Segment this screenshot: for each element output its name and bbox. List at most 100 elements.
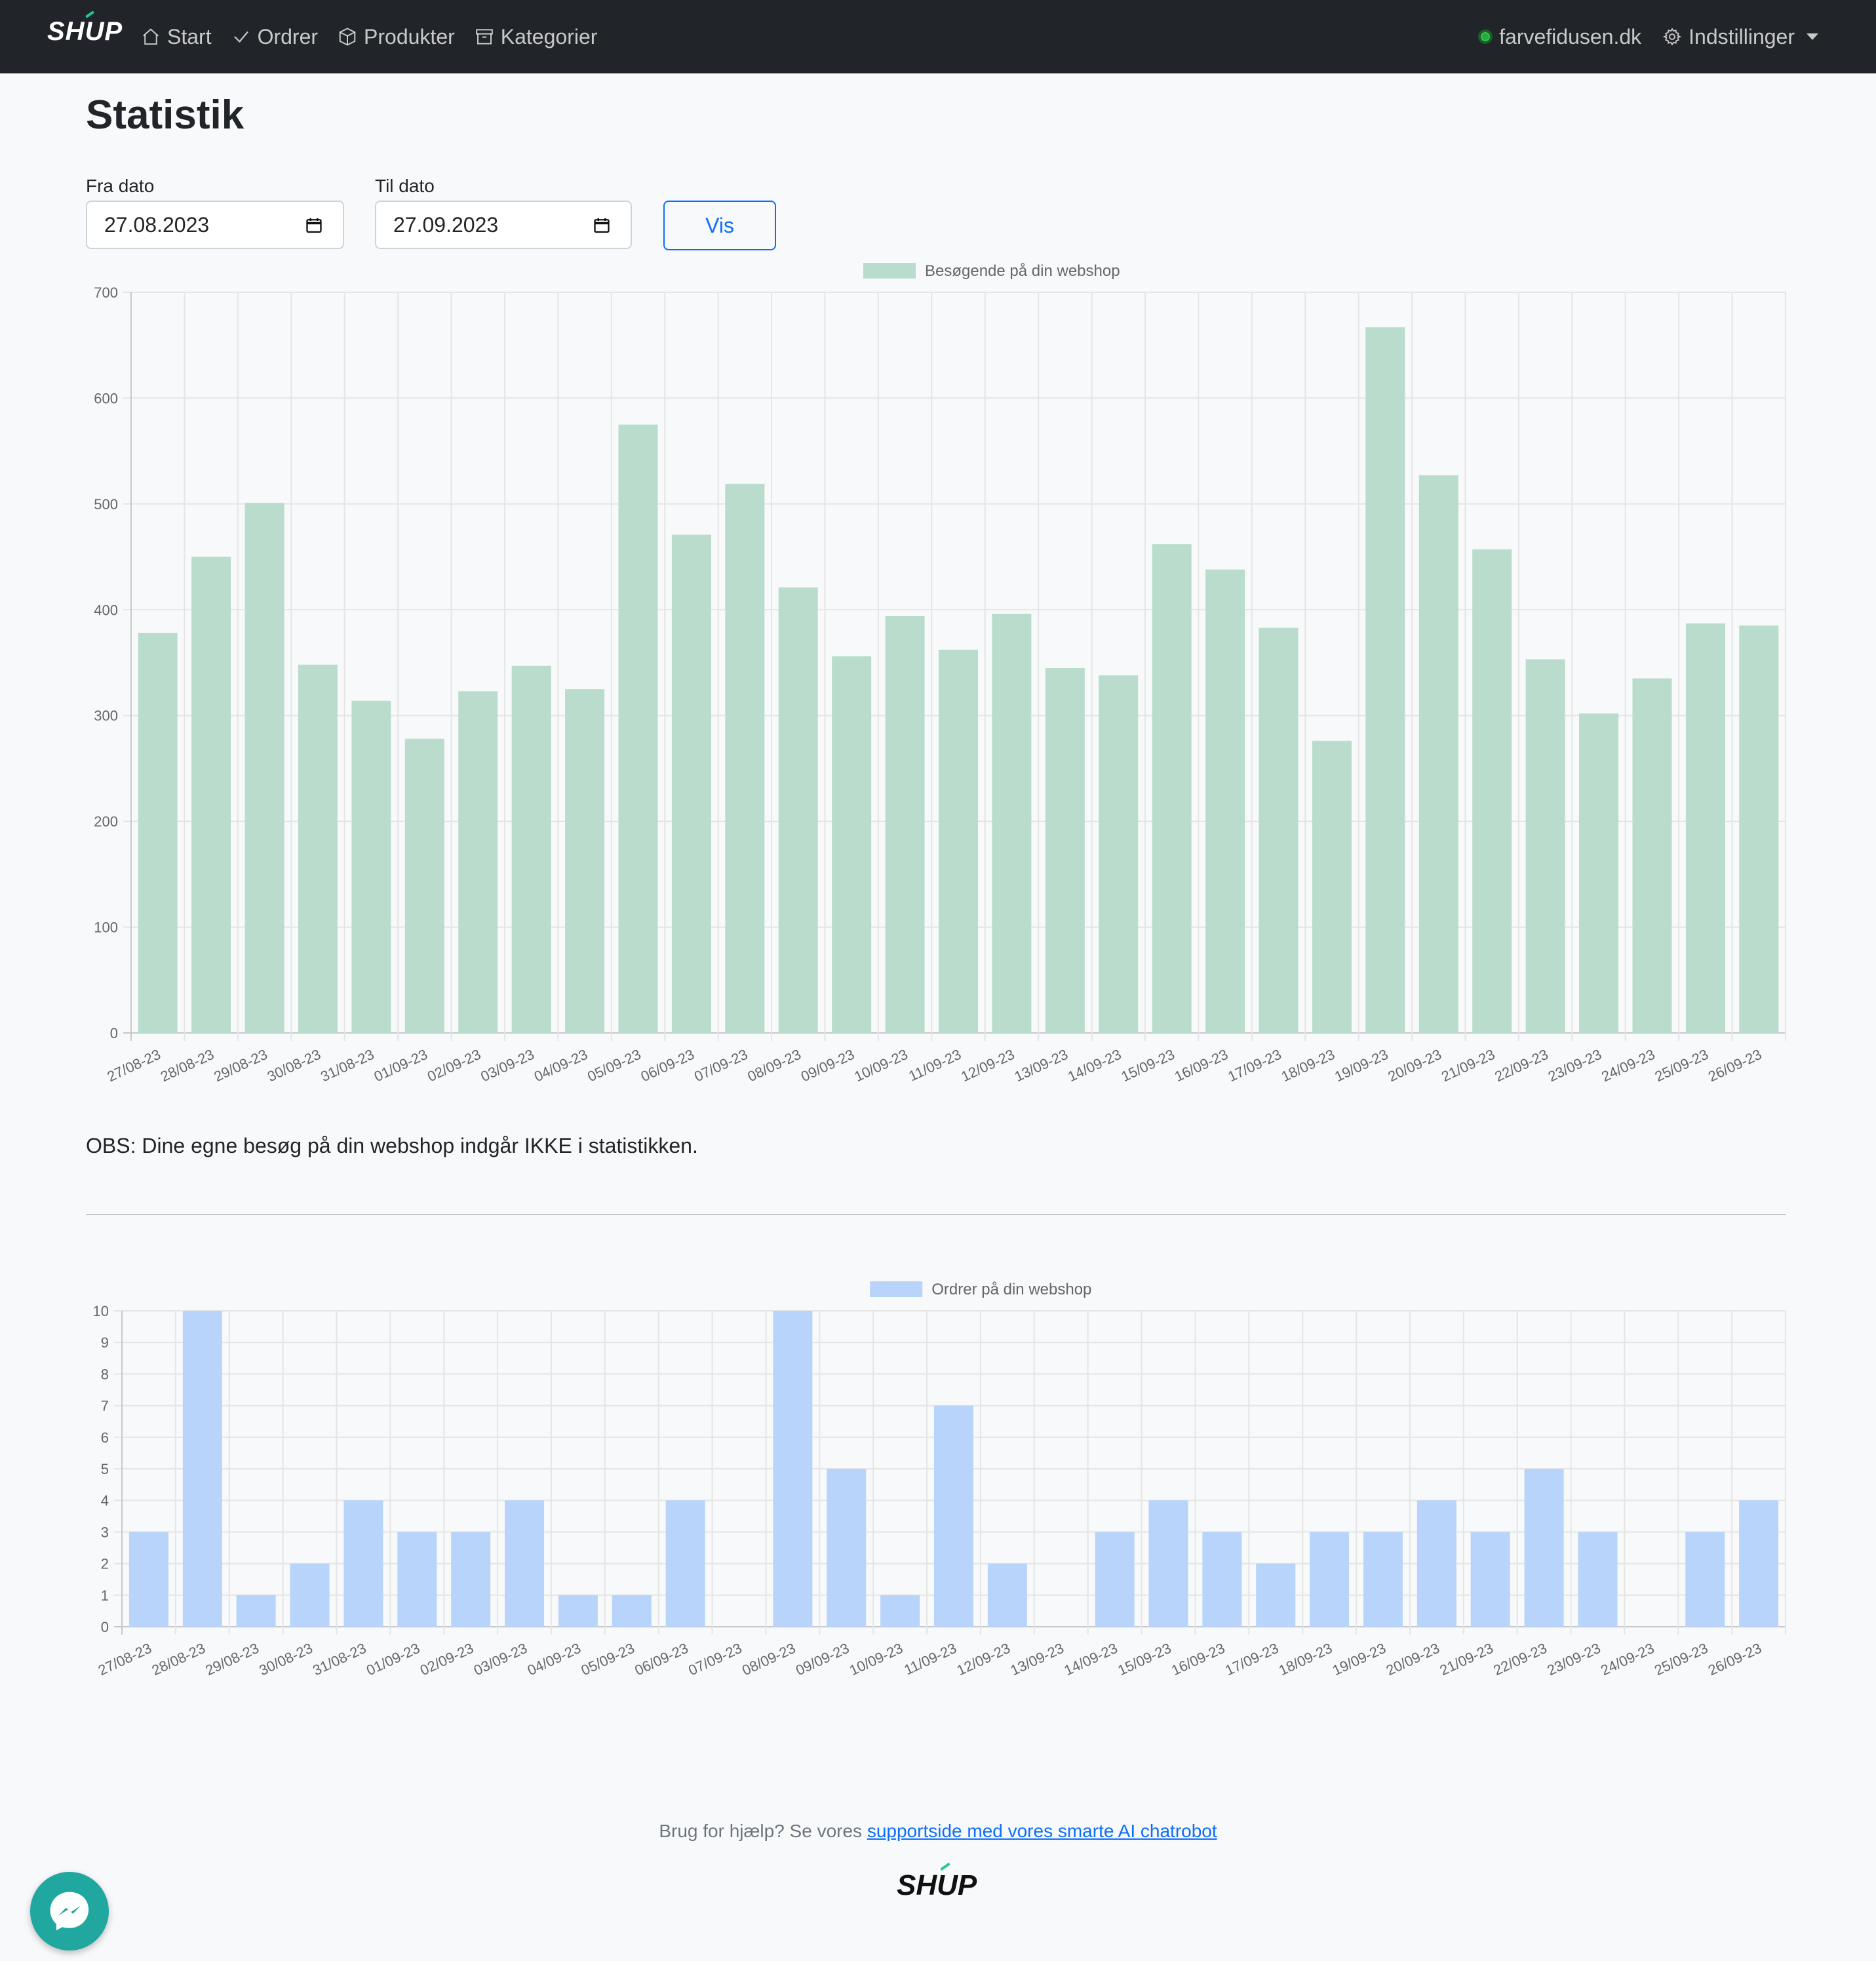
nav-item-ordrer[interactable]: Ordrer (231, 25, 318, 49)
visitors-bar[interactable] (1045, 668, 1085, 1033)
orders-bar[interactable] (1363, 1532, 1403, 1627)
visitors-bar[interactable] (671, 534, 711, 1033)
orders-bar[interactable] (1524, 1469, 1564, 1627)
visitors-bar[interactable] (939, 650, 978, 1033)
orders-bar[interactable] (1202, 1532, 1242, 1627)
visitors-x-tick: 20/09-23 (1386, 1046, 1444, 1085)
orders-bar[interactable] (1417, 1500, 1456, 1627)
orders-bars: 27/08-2328/08-2329/08-2330/08-2331/08-23… (96, 1311, 1779, 1679)
footer-logo-text: SHUP (897, 1869, 977, 1901)
visitors-bar[interactable] (244, 503, 284, 1033)
to-date-input[interactable]: 27.09.2023 (375, 201, 632, 249)
visitors-bar[interactable] (832, 656, 872, 1033)
orders-bar[interactable] (290, 1563, 330, 1627)
orders-bar[interactable] (1685, 1532, 1725, 1627)
visitors-bar[interactable] (1525, 659, 1565, 1033)
nav-item-label: Kategorier (500, 24, 598, 49)
nav-item-label: Start (167, 24, 212, 49)
orders-bar[interactable] (558, 1595, 598, 1627)
visitors-bar[interactable] (992, 613, 1032, 1033)
orders-bar[interactable] (880, 1595, 920, 1627)
visitors-bar[interactable] (1099, 675, 1139, 1033)
visitors-legend[interactable]: Besøgende på din webshop (863, 262, 1120, 280)
orders-bar[interactable] (1578, 1532, 1618, 1627)
orders-bar[interactable] (182, 1311, 222, 1627)
visitors-bar[interactable] (191, 556, 231, 1033)
visitors-bar[interactable] (618, 424, 658, 1033)
visitors-bar[interactable] (1365, 327, 1405, 1033)
visitors-bar[interactable] (1152, 544, 1192, 1033)
orders-bar[interactable] (343, 1500, 383, 1627)
visitors-x-tick: 04/09-23 (532, 1046, 590, 1085)
nav-item-start[interactable]: Start (141, 25, 212, 49)
orders-bar[interactable] (987, 1563, 1027, 1627)
orders-x-tick: 26/09-23 (1706, 1640, 1764, 1679)
visitors-bar[interactable] (1205, 569, 1245, 1033)
visitors-x-tick: 28/08-23 (158, 1046, 216, 1085)
orders-bar[interactable] (505, 1500, 545, 1627)
orders-bar[interactable] (1148, 1500, 1188, 1627)
to-date-label: Til dato (375, 176, 435, 196)
orders-bar[interactable] (451, 1532, 491, 1627)
visitors-bar[interactable] (138, 632, 178, 1033)
messenger-chat-button[interactable] (30, 1872, 109, 1951)
from-date-input[interactable]: 27.08.2023 (86, 201, 344, 249)
orders-bar[interactable] (1739, 1500, 1779, 1627)
orders-x-tick: 23/09-23 (1544, 1640, 1603, 1679)
visitors-bar[interactable] (565, 689, 605, 1033)
visitors-y-tick: 300 (94, 708, 118, 724)
shop-status[interactable]: farvefidusen.dk (1478, 25, 1641, 49)
orders-bar[interactable] (1310, 1532, 1350, 1627)
visitors-bar[interactable] (458, 691, 498, 1033)
section-divider (86, 1214, 1786, 1215)
visitors-legend-swatch (863, 263, 916, 279)
visitors-x-tick: 22/09-23 (1492, 1046, 1550, 1085)
orders-bar[interactable] (128, 1532, 168, 1627)
orders-legend[interactable]: Ordrer på din webshop (870, 1281, 1091, 1298)
show-button[interactable]: Vis (663, 201, 776, 250)
visitors-x-tick: 16/09-23 (1172, 1046, 1230, 1085)
orders-bar[interactable] (773, 1311, 813, 1627)
visitors-bar[interactable] (1259, 627, 1299, 1033)
visitors-x-tick: 01/09-23 (372, 1046, 430, 1085)
visitors-bar[interactable] (1632, 678, 1672, 1033)
calendar-icon[interactable] (305, 216, 323, 235)
orders-bar[interactable] (236, 1595, 276, 1627)
visitors-bar[interactable] (1739, 625, 1779, 1034)
visitors-bar[interactable] (1579, 713, 1619, 1033)
visitors-bar[interactable] (725, 484, 765, 1033)
orders-grid: 0 1 2 3 4 5 6 7 8 9 10 (93, 1303, 1786, 1635)
orders-bar[interactable] (1095, 1532, 1135, 1627)
nav-item-produkter[interactable]: Produkter (338, 25, 455, 49)
visitors-bar[interactable] (404, 739, 444, 1033)
visitors-bar[interactable] (1472, 549, 1512, 1033)
orders-y-tick: 0 (101, 1619, 109, 1635)
visitors-x-tick: 17/09-23 (1225, 1046, 1283, 1085)
orders-bar[interactable] (397, 1532, 437, 1627)
orders-bar[interactable] (1470, 1532, 1510, 1627)
visitors-bar[interactable] (1312, 741, 1352, 1033)
orders-bar[interactable] (827, 1469, 867, 1627)
settings-dropdown[interactable]: Indstillinger (1662, 25, 1818, 49)
orders-x-tick: 28/08-23 (149, 1640, 208, 1679)
calendar-icon[interactable] (593, 216, 611, 235)
visitors-bar[interactable] (1685, 623, 1725, 1033)
orders-bar[interactable] (934, 1405, 973, 1627)
orders-bar[interactable] (665, 1500, 705, 1627)
orders-bar[interactable] (612, 1595, 652, 1627)
visitors-bar[interactable] (511, 665, 551, 1033)
orders-bar[interactable] (1256, 1563, 1296, 1627)
brand-logo[interactable]: SHUP (47, 10, 123, 47)
support-link[interactable]: supportside med vores smarte AI chatrobo… (867, 1821, 1217, 1841)
visitors-bar[interactable] (351, 701, 391, 1033)
brand-text: SHUP (47, 17, 123, 46)
visitors-bar[interactable] (885, 615, 925, 1033)
orders-x-tick: 31/08-23 (310, 1640, 368, 1679)
nav-item-kategorier[interactable]: Kategorier (475, 24, 598, 49)
visitors-bar[interactable] (1418, 475, 1458, 1033)
orders-x-tick: 18/09-23 (1276, 1640, 1335, 1679)
visitors-x-tick: 11/09-23 (906, 1046, 964, 1085)
visitors-bar[interactable] (778, 587, 818, 1033)
visitors-bar[interactable] (298, 665, 338, 1033)
home-icon (143, 28, 159, 45)
